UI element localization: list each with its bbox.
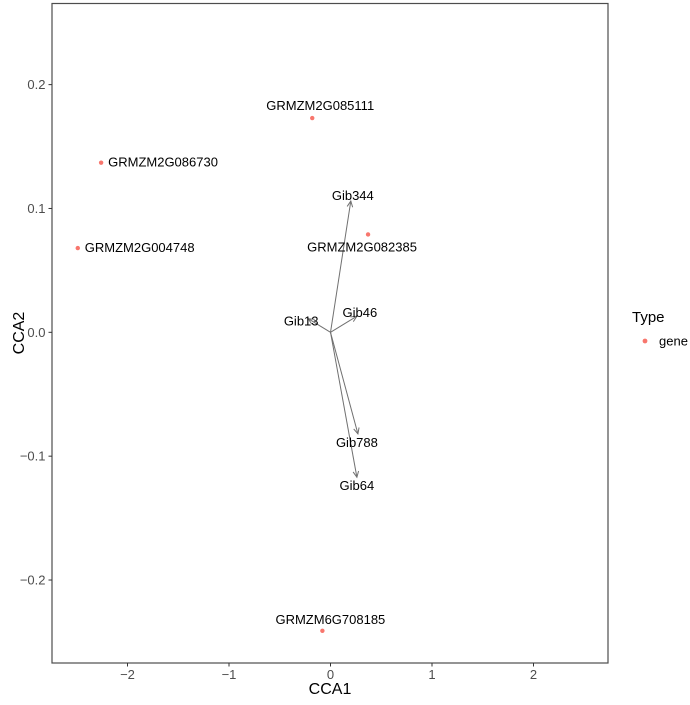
biplot-arrow	[307, 318, 331, 333]
gene-point	[75, 245, 80, 251]
arrow-label: Gib13	[284, 314, 319, 329]
biplot-arrowhead	[353, 427, 360, 436]
x-axis-tick-label: −1	[222, 667, 237, 682]
gene-label: GRMZM2G086730	[108, 155, 218, 170]
gene-point	[310, 115, 315, 121]
x-axis-tick-label: 1	[428, 667, 435, 682]
biplot-arrowhead	[350, 315, 358, 322]
biplot-arrow	[330, 332, 358, 478]
y-axis-tick-label: 0.0	[27, 325, 45, 340]
gene-label: GRMZM2G082385	[307, 239, 417, 254]
x-axis-tick-label: 0	[327, 667, 334, 682]
legend-item-label: gene	[659, 334, 688, 349]
x-axis-tick-label: 2	[530, 667, 537, 682]
y-axis-tick-label: 0.2	[27, 77, 45, 92]
biplot-arrow	[330, 200, 352, 333]
panel-border	[51, 2, 609, 664]
legend-key-point-icon	[642, 338, 648, 344]
y-axis-tick-label: 0.1	[27, 201, 45, 216]
legend: Type gene	[632, 309, 688, 349]
plot-generated-layer: −2 −1 0 1 2 0.2 0.1 0.0 −0.1 −0.2 Gib344 Gib46 Gib13…	[20, 2, 609, 682]
biplot-arrowhead	[346, 199, 354, 208]
gene-label: GRMZM6G708185	[275, 612, 385, 627]
legend-title: Type	[632, 309, 665, 326]
x-axis-title: CCA1	[309, 681, 352, 698]
gene-label: GRMZM2G085111	[266, 98, 374, 113]
x-axis-tick-label: −2	[120, 667, 135, 682]
gene-point	[365, 232, 371, 237]
y-axis-title: CCA2	[11, 312, 28, 355]
gene-point	[320, 628, 325, 633]
y-axis-tick-label: −0.1	[20, 449, 46, 464]
y-axis-tick-label: −0.2	[20, 573, 46, 588]
biplot-arrowhead	[352, 470, 360, 479]
arrow-label: Gib46	[343, 305, 378, 320]
arrow-label: Gib344	[332, 188, 374, 203]
gene-point	[98, 160, 104, 165]
biplot-arrow	[330, 315, 358, 333]
biplot-arrow	[330, 332, 359, 435]
biplot-arrowhead	[307, 318, 315, 325]
gene-label: GRMZM2G004748	[85, 240, 195, 255]
arrow-label: Gib788	[336, 435, 378, 450]
arrow-label: Gib64	[340, 478, 375, 493]
